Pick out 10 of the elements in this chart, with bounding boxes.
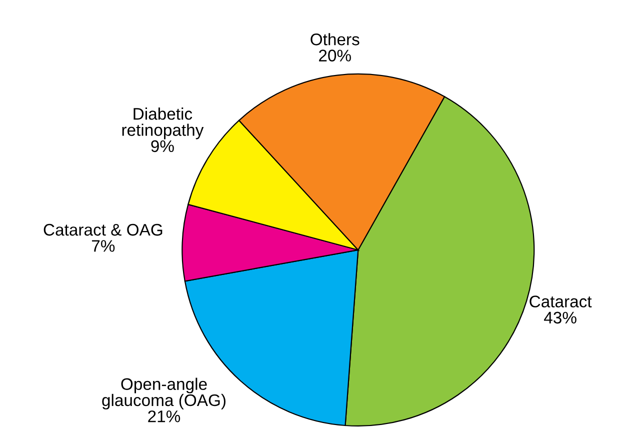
data-label: 43%: [544, 312, 576, 324]
data-label: 21%: [148, 410, 180, 422]
slice-label: Diabetic retinopathy: [122, 108, 204, 140]
data-label: 7%: [92, 240, 115, 252]
data-label: 20%: [319, 50, 351, 62]
data-label: 9%: [151, 140, 174, 152]
slice-label: Cataract: [530, 296, 592, 308]
slice-label: Cataract & OAG: [44, 224, 162, 236]
slice-label: Others: [310, 33, 360, 46]
slice-label: Open-angle glaucoma (OAG): [102, 378, 226, 410]
